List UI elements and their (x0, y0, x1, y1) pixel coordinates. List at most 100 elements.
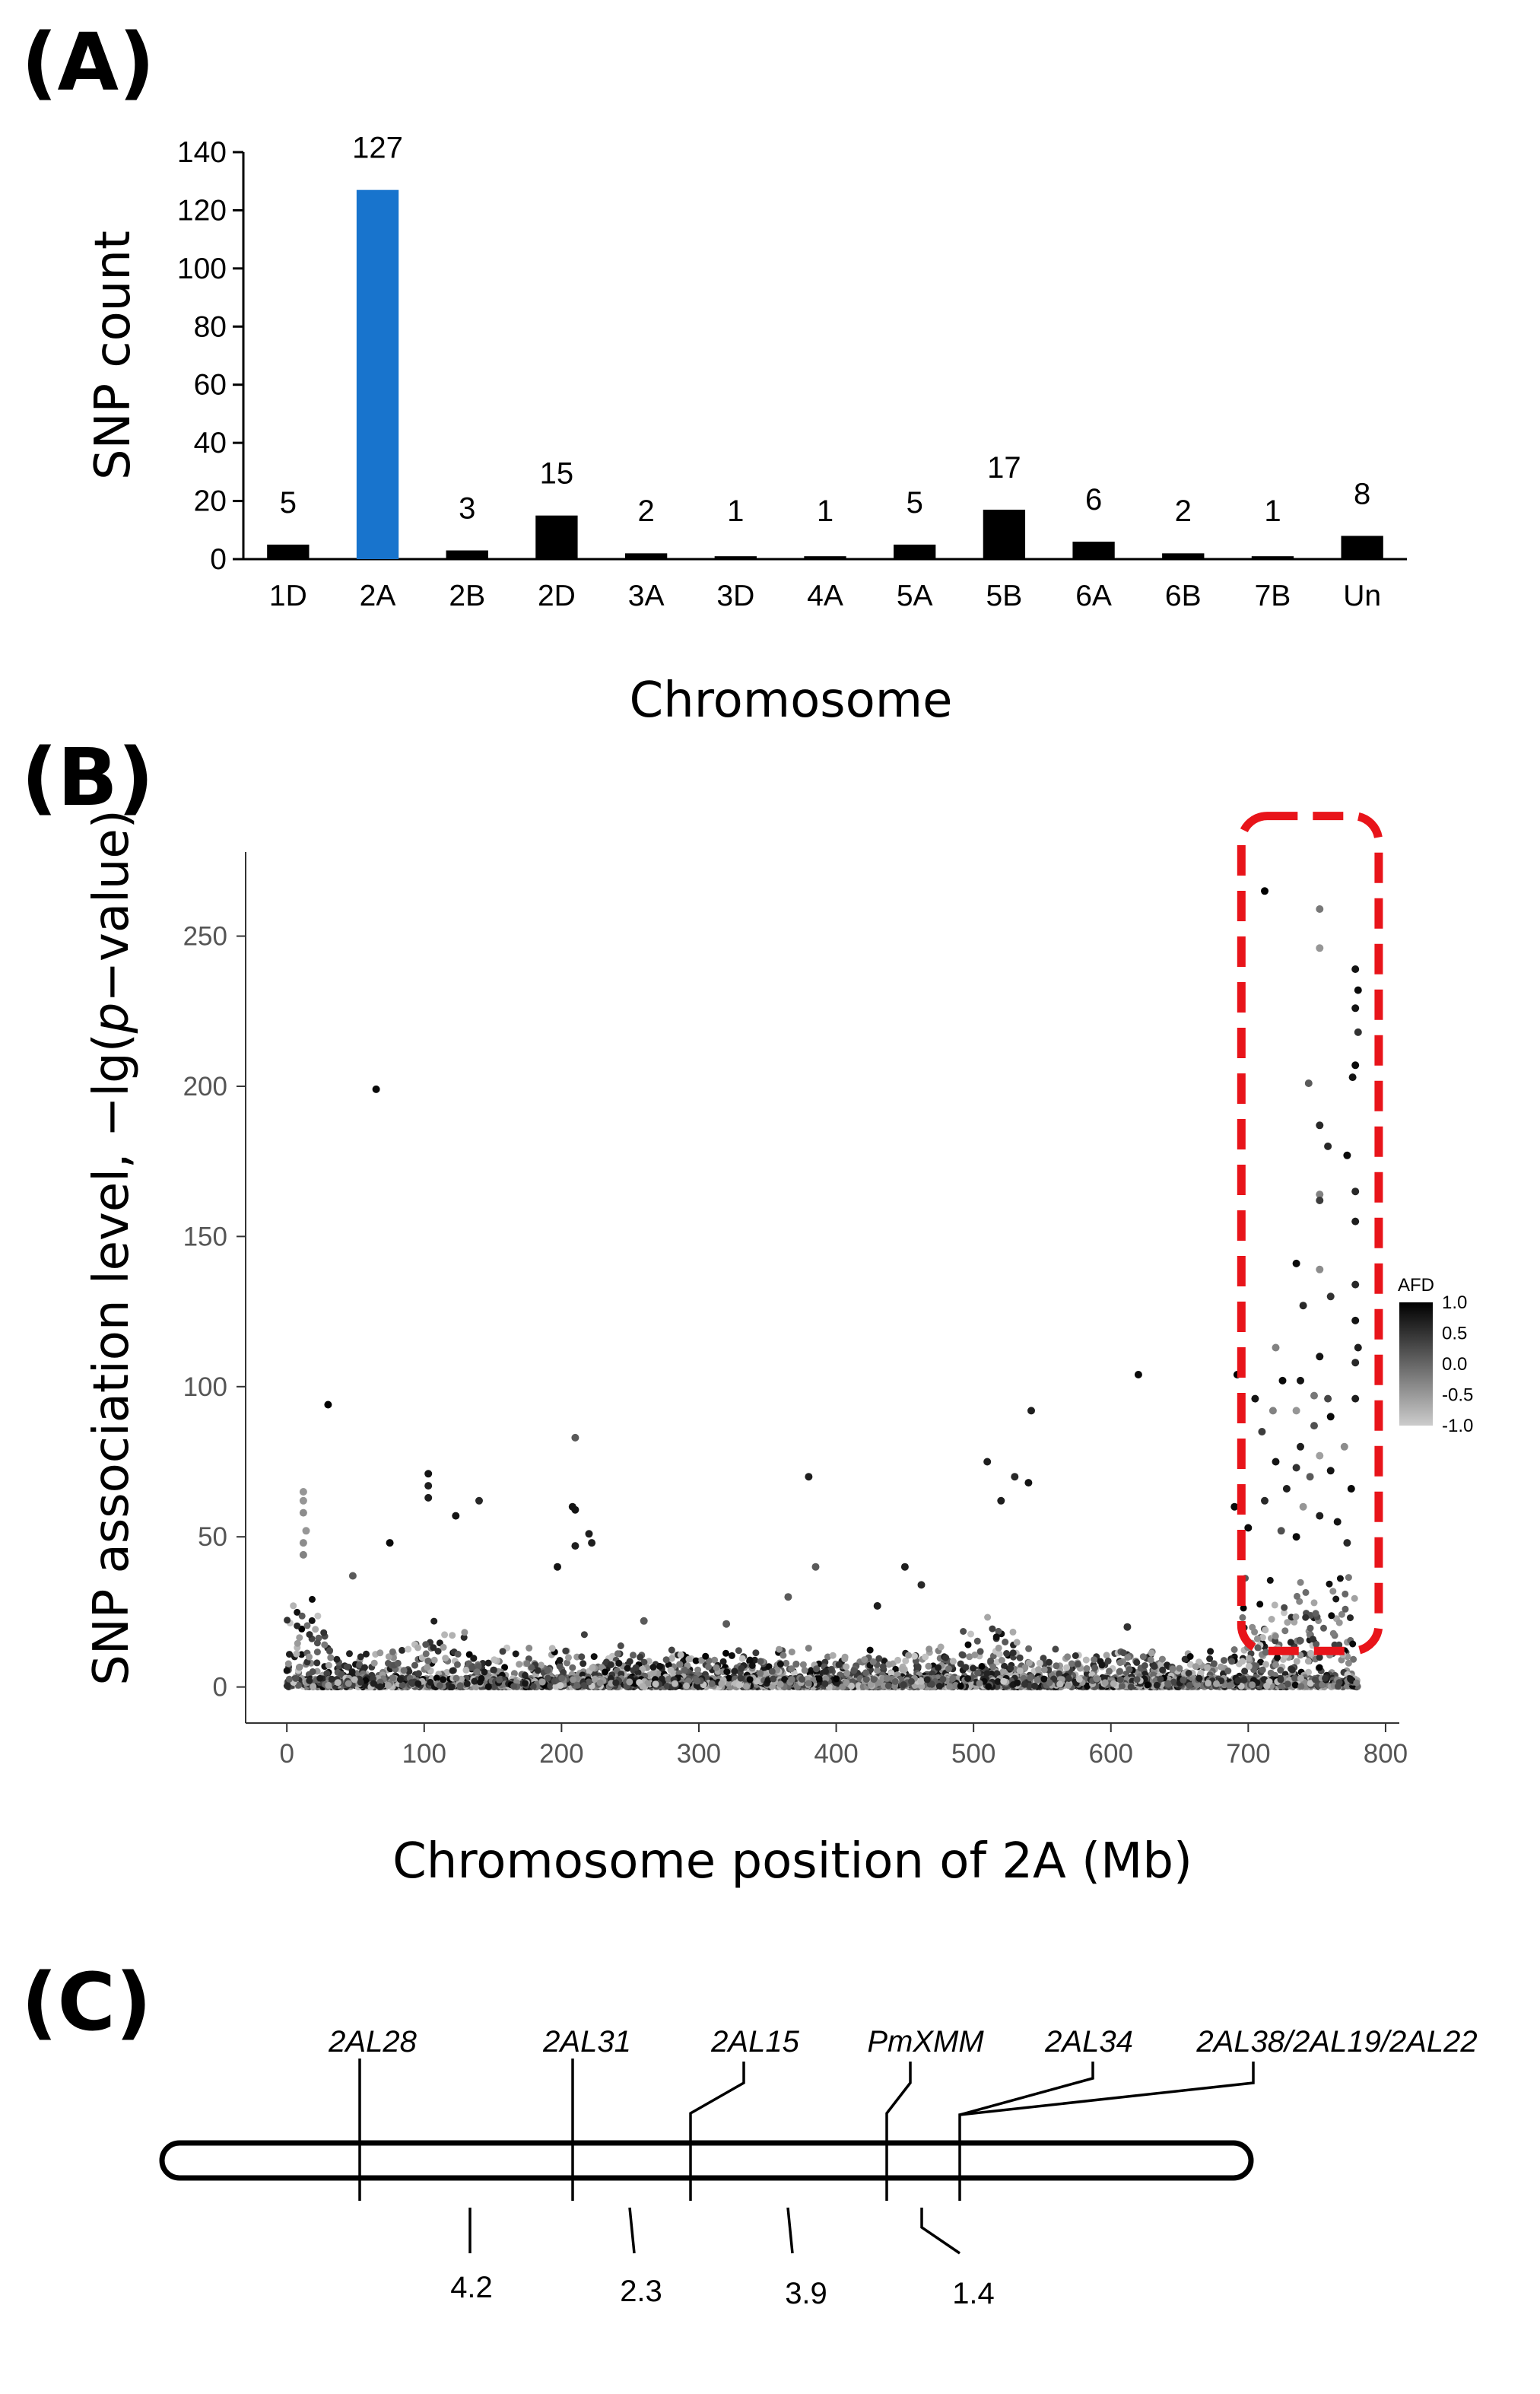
scatter-cloud-point (822, 1668, 829, 1675)
scatter-point (1316, 1265, 1324, 1273)
scatter-cloud-point (1091, 1656, 1098, 1664)
scatter-cloud-point (1353, 1679, 1361, 1687)
scatter-cloud-point (973, 1637, 981, 1645)
scatter-point (1351, 1394, 1360, 1403)
scatter-cloud-point (711, 1656, 719, 1664)
scatter-cloud-point (1291, 1674, 1299, 1682)
scatter-cloud-point (1338, 1656, 1345, 1664)
scatter-cloud-point (964, 1641, 972, 1648)
scatter-cloud-point (1335, 1619, 1343, 1626)
scatter-point (1310, 1391, 1318, 1400)
scatter-cloud-point (685, 1655, 693, 1663)
scatter-cloud-point (1292, 1613, 1300, 1620)
bar-x-axis-title: Chromosome (629, 672, 952, 729)
scatter-cloud-point (292, 1674, 300, 1682)
scatter-cloud-point (1002, 1639, 1009, 1645)
scatter-cloud-point (351, 1676, 358, 1683)
scatter-cloud-point (799, 1661, 807, 1668)
scatter-cloud-point (414, 1680, 422, 1687)
scatter-cloud-point (946, 1683, 954, 1690)
scatter-cloud-point (770, 1675, 777, 1683)
scatter-cloud-point (1271, 1601, 1278, 1609)
scatter-point (784, 1593, 792, 1601)
scatter-cloud-point (1249, 1623, 1256, 1631)
scatter-cloud-point (942, 1654, 950, 1661)
scatter-point (1292, 1533, 1300, 1541)
scatter-cloud-point (1126, 1666, 1133, 1674)
scatter-point (1292, 1464, 1300, 1472)
scatter-point (1024, 1479, 1033, 1487)
scatter-cloud-point (1287, 1639, 1294, 1646)
scatter-cloud-point (1239, 1658, 1246, 1665)
scatter-cloud-point (722, 1649, 729, 1657)
legend-tick-label: 0.5 (1442, 1324, 1467, 1344)
scatter-cloud-point (1181, 1655, 1189, 1663)
scatter-cloud-point (1098, 1661, 1106, 1669)
scatter-point (1351, 1280, 1360, 1289)
scatter-cloud-point (441, 1631, 449, 1639)
scatter-cloud-point (989, 1625, 996, 1633)
scatter-cloud-point (694, 1666, 702, 1674)
scatter-cloud-point (303, 1622, 311, 1629)
scatter-cloud-point (405, 1668, 413, 1675)
scatter-cloud-point (735, 1647, 742, 1655)
scatter-cloud-point (1192, 1663, 1199, 1671)
scatter-cloud-point (668, 1655, 675, 1662)
scatter-cloud-point (935, 1683, 943, 1690)
scatter-cloud-point (1065, 1682, 1072, 1690)
scatter-cloud-point (389, 1674, 397, 1682)
scatter-cloud-point (998, 1657, 1005, 1664)
scatter-x-tick-label: 0 (279, 1739, 294, 1769)
scatter-point (805, 1473, 813, 1481)
scatter-cloud-point (501, 1664, 509, 1671)
scatter-cloud-point (1302, 1613, 1310, 1621)
bar-y-tick-label: 40 (194, 427, 227, 459)
scatter-cloud-point (1349, 1640, 1357, 1648)
scatter-cloud-point (792, 1661, 800, 1668)
scatter-cloud-point (1335, 1641, 1343, 1648)
scatter-cloud-point (966, 1653, 973, 1661)
scatter-point (1011, 1473, 1019, 1481)
scatter-cloud-point (1329, 1629, 1337, 1637)
scatter-cloud-point (284, 1660, 292, 1668)
scatter-point (1310, 1422, 1318, 1430)
bar-x-tick-label-7b: 7B (1255, 580, 1291, 612)
bar-x-tick-label-4a: 4A (807, 580, 843, 612)
scatter-cloud-point (510, 1683, 518, 1690)
scatter-x-tick-label: 600 (1089, 1739, 1133, 1769)
scatter-cloud-point (1036, 1659, 1043, 1667)
bar-data-label-7b: 1 (1264, 494, 1281, 528)
scatter-cloud-point (1027, 1674, 1034, 1682)
scatter-cloud-point (1249, 1681, 1256, 1689)
scatter-cloud-point (1116, 1676, 1124, 1683)
legend-tick-label: -0.5 (1442, 1385, 1473, 1406)
scatter-cloud-point (1297, 1579, 1304, 1586)
scatter-cloud-point (1206, 1655, 1214, 1662)
scatter-cloud-point (526, 1645, 533, 1652)
scatter-cloud-point (544, 1667, 551, 1674)
scatter-cloud-point (452, 1674, 460, 1682)
scatter-cloud-point (728, 1652, 735, 1659)
scatter-point (1027, 1407, 1035, 1415)
scatter-cloud-point (1262, 1661, 1269, 1668)
bar-data-label-5b: 17 (987, 451, 1021, 485)
scatter-cloud-point (400, 1667, 408, 1674)
scatter-cloud-point (776, 1680, 784, 1688)
scatter-cloud-point (434, 1648, 442, 1655)
scatter-cloud-point (974, 1669, 981, 1677)
scatter-cloud-point (1230, 1646, 1238, 1653)
scatter-cloud-point (430, 1617, 438, 1625)
scatter-cloud-point (573, 1681, 581, 1689)
scatter-cloud-point (764, 1677, 772, 1684)
scatter-cloud-point (630, 1652, 637, 1659)
scatter-cloud-point (668, 1646, 675, 1654)
scatter-point (1316, 1121, 1324, 1130)
scatter-cloud-point (1118, 1682, 1126, 1690)
scatter-cloud-point (565, 1654, 572, 1661)
scatter-y-tick-label: 0 (213, 1673, 227, 1703)
scatter-cloud-point (681, 1666, 688, 1674)
scatter-cloud-point (626, 1678, 633, 1686)
scatter-cloud-point (313, 1648, 321, 1656)
